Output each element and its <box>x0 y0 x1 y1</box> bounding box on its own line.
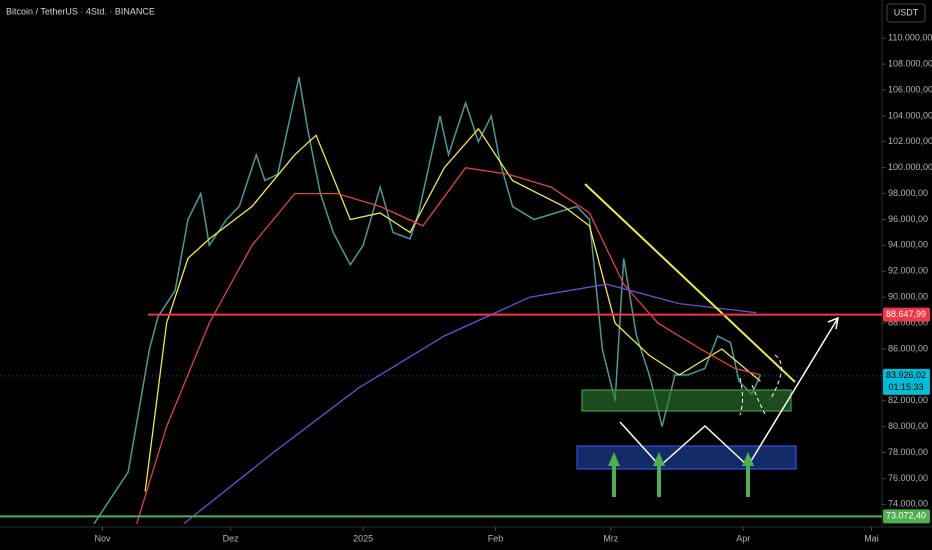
up-arrow <box>653 452 665 497</box>
y-tick-label: 96.000,00 <box>888 214 928 224</box>
y-tick-label: 110.000,00 <box>888 33 932 43</box>
arrows <box>608 452 754 497</box>
currency[interactable]: USDT <box>894 7 919 17</box>
demand-zone <box>576 445 797 470</box>
y-tick-label: 76.000,00 <box>888 473 928 483</box>
dashed-curve <box>739 354 782 416</box>
x-tick-label: Feb <box>488 533 504 543</box>
y-tick-label: 90.000,00 <box>888 292 928 302</box>
y-tick-label: 86.000,00 <box>888 343 928 353</box>
current-price-label: 83.926,02 <box>886 370 926 380</box>
level-label-box <box>883 307 930 322</box>
x-tick-label: Dez <box>223 533 240 543</box>
up-arrow <box>608 452 620 497</box>
y-tick-label: 92.000,00 <box>888 266 928 276</box>
trendline <box>584 183 796 383</box>
up-arrow <box>742 452 754 497</box>
level-label-box <box>883 509 930 524</box>
y-tick-label: 100.000,00 <box>888 162 932 172</box>
x-tick-label: Mrz <box>603 533 618 543</box>
y-tick-label: 82.000,00 <box>888 395 928 405</box>
current-price-box <box>883 368 930 395</box>
price-line <box>136 166 761 524</box>
y-tick-label: 80.000,00 <box>888 421 928 431</box>
y-tick-label: 88.000,00 <box>888 317 928 327</box>
level-label: 73.072,40 <box>886 511 926 521</box>
y-tick-label: 104.000,00 <box>888 110 932 120</box>
arrow-head <box>827 316 839 330</box>
currency-box[interactable] <box>886 3 926 23</box>
price-line <box>93 76 762 525</box>
y-tick-label: 102.000,00 <box>888 136 932 146</box>
y-tick-label: 108.000,00 <box>888 58 932 68</box>
x-tick-label: 2025 <box>353 533 373 543</box>
y-tick-label: 78.000,00 <box>888 447 928 457</box>
y-tick-label: 98.000,00 <box>888 188 928 198</box>
x-tick-label: Apr <box>736 533 750 543</box>
countdown: 01:15:33 <box>888 382 923 392</box>
price-line <box>144 127 761 492</box>
y-tick-label: 106.000,00 <box>888 84 932 94</box>
support-zone <box>581 389 792 412</box>
x-tick-label: Nov <box>95 533 112 543</box>
chart-title: Bitcoin / TetherUS · 4Std. · BINANCE <box>6 6 155 16</box>
level-label: 88.647,99 <box>886 309 926 319</box>
y-tick-label: 74.000,00 <box>888 499 928 509</box>
y-tick-label: 94.000,00 <box>888 240 928 250</box>
w-pattern <box>619 317 839 468</box>
x-tick-label: Mai <box>864 533 879 543</box>
